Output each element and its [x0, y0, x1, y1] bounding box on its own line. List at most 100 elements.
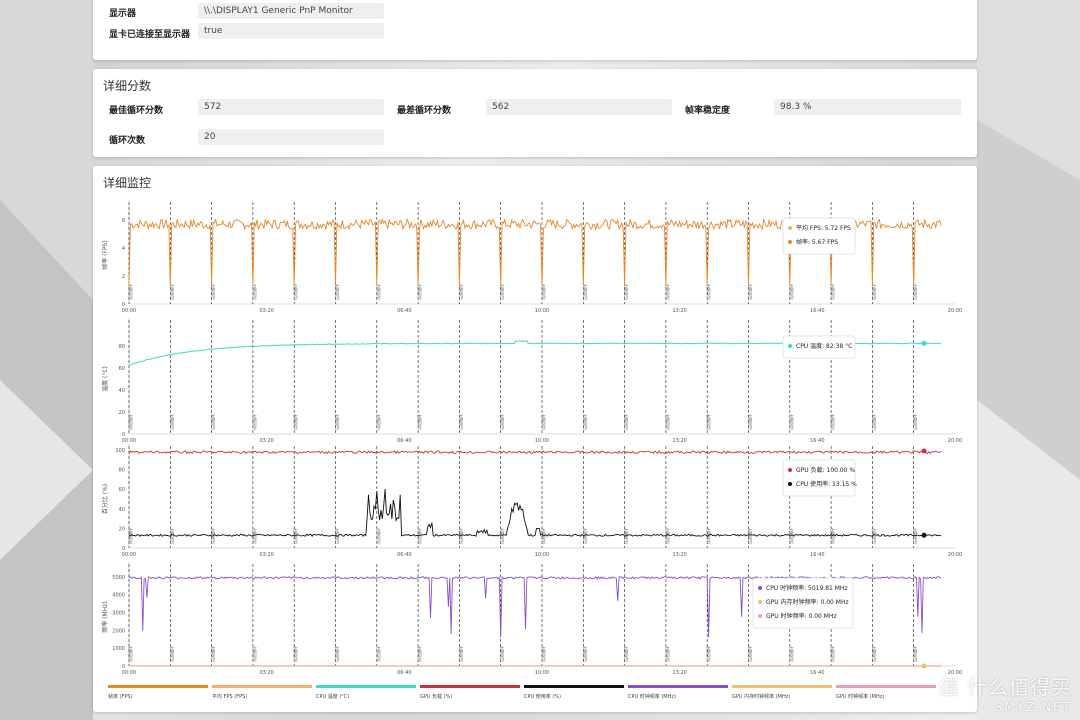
- chart-tooltip: 平均 FPS: 5.72 FPS 帧率: 5.67 FPS: [782, 217, 856, 255]
- x-tick-label: 10:00: [535, 552, 549, 558]
- tooltip-row: GPU 时钟频率: 0.00 MHz: [766, 612, 837, 620]
- display-label: 显示器: [109, 9, 137, 19]
- legend-label[interactable]: 帧率 (FPS): [108, 693, 133, 700]
- loop-marker-label: 试验循环: [292, 284, 298, 300]
- loop-marker-label: 试验循环: [251, 414, 257, 430]
- loop-marker-label: 试验循环: [747, 646, 753, 662]
- loop-marker-label: 试验循环: [375, 284, 381, 300]
- legend-swatch[interactable]: [108, 685, 208, 688]
- tooltip-swatch: [788, 226, 792, 230]
- tooltip-row: CPU 使用率: 13.15 %: [796, 480, 857, 488]
- loop-marker-label: 试验循环: [540, 284, 546, 300]
- loop-marker-label: 试验循环: [829, 646, 835, 662]
- loop-marker-label: 试验循环: [788, 414, 794, 430]
- loop-marker-label: 试验循环: [747, 284, 753, 300]
- legend-swatch[interactable]: [628, 685, 728, 688]
- loop-marker-label: 试验循环: [127, 284, 133, 300]
- loop-marker-label: 试验循环: [168, 284, 174, 300]
- x-tick-label: 10:00: [535, 438, 549, 444]
- x-tick-label: 03:20: [259, 670, 273, 676]
- legend-swatch[interactable]: [316, 685, 416, 688]
- loop-marker-label: 试验循环: [416, 528, 422, 544]
- loop-marker-label: 试验循环: [664, 646, 670, 662]
- x-tick-label: 20:00: [948, 438, 962, 444]
- loop-marker-label: 试验循环: [251, 528, 257, 544]
- chart-panel-4: 0 1000 2000 3000 4000 5000 频率 (MHz) 00:00 03:20 0…: [101, 562, 962, 676]
- y-tick-label: 3000: [112, 611, 125, 617]
- loop-marker-label: 试验循环: [664, 528, 670, 544]
- x-tick-label: 06:40: [397, 308, 411, 314]
- x-tick-label: 03:20: [259, 438, 273, 444]
- legend-label[interactable]: 平均 FPS (FPS): [212, 693, 247, 700]
- chart-tooltip: GPU 负载: 100.00 % CPU 使用率: 13.15 %: [782, 459, 857, 497]
- loop-marker-label: 试验循环: [623, 284, 629, 300]
- y-tick-label: 60: [119, 366, 125, 372]
- legend-swatch[interactable]: [524, 685, 624, 688]
- loop-marker-label: 试验循环: [210, 284, 216, 300]
- loop-marker-label: 试验循环: [870, 414, 876, 430]
- hover-marker: [921, 448, 927, 454]
- legend-swatch[interactable]: [836, 685, 936, 688]
- tooltip-swatch: [758, 614, 762, 618]
- loop-marker-label: 试验循环: [375, 528, 381, 544]
- loop-marker-label: 试验循环: [210, 646, 216, 662]
- loop-marker-label: 试验循环: [540, 646, 546, 662]
- cpu-clock-series-line: [128, 575, 942, 638]
- tooltip-row: GPU 负载: 100.00 %: [796, 466, 855, 474]
- loop-marker-label: 试验循环: [870, 646, 876, 662]
- y-axis-label: 帧率 (FPS): [101, 240, 109, 269]
- legend-label[interactable]: CPU 使用率 (%): [524, 693, 561, 700]
- loop-marker-label: 试验循环: [334, 414, 340, 430]
- chart-tooltip: CPU 温度: 82.38 °C: [782, 335, 856, 359]
- x-tick-label: 06:40: [397, 438, 411, 444]
- tooltip-swatch: [788, 344, 792, 348]
- chart-panel-2: 0 20 40 60 80 温度 (°C) 00:00 03:20 06:40 10:00 13:2…: [101, 318, 962, 444]
- loop-marker-label: 试验循环: [499, 284, 505, 300]
- loop-marker-label: 试验循环: [540, 414, 546, 430]
- legend-label[interactable]: CPU 温度 (°C): [316, 693, 349, 700]
- x-tick-label: 00:00: [122, 308, 136, 314]
- loop-marker-label: 试验循环: [664, 284, 670, 300]
- legend-swatch[interactable]: [420, 685, 520, 688]
- x-tick-label: 13:20: [672, 670, 686, 676]
- legend-label[interactable]: GPU 时钟频率 (MHz): [836, 693, 884, 700]
- legend-swatch[interactable]: [732, 685, 832, 688]
- loop-marker-label: 试验循环: [912, 646, 918, 662]
- loop-marker-label: 试验循环: [581, 414, 587, 430]
- tooltip-row: CPU 温度: 82.38 °C: [796, 342, 852, 350]
- gpu-connected-value: true: [198, 23, 384, 39]
- y-tick-label: 20: [119, 526, 125, 532]
- x-tick-label: 03:20: [259, 308, 273, 314]
- y-tick-label: 2000: [112, 628, 125, 634]
- chart-legend: 帧率 (FPS) 平均 FPS (FPS) CPU 温度 (°C) GPU 负载 (%…: [108, 685, 936, 700]
- loop-marker-label: 试验循环: [416, 646, 422, 662]
- legend-label[interactable]: CPU 时钟频率 (MHz): [628, 693, 676, 700]
- loop-marker-label: 试验循环: [127, 646, 133, 662]
- x-tick-label: 00:00: [122, 670, 136, 676]
- legend-label[interactable]: GPU 负载 (%): [420, 693, 452, 700]
- tooltip-swatch: [788, 468, 792, 472]
- tooltip-row: CPU 时钟频率: 5019.81 MHz: [766, 584, 848, 592]
- watermark-main: 值 什么值得买: [938, 675, 1072, 699]
- x-tick-label: 16:40: [810, 308, 824, 314]
- y-axis-label: 频率 (MHz): [101, 601, 109, 632]
- loop-marker-label: 试验循环: [210, 414, 216, 430]
- tooltip-swatch: [788, 240, 792, 244]
- y-tick-label: 5000: [112, 575, 125, 581]
- legend-swatch[interactable]: [212, 685, 312, 688]
- y-tick-label: 4000: [112, 593, 125, 599]
- y-tick-label: 0: [122, 302, 125, 308]
- x-tick-label: 20:00: [948, 670, 962, 676]
- legend-label[interactable]: GPU 内存时钟频率 (MHz): [732, 693, 790, 700]
- cpu-util-series-line: [128, 488, 942, 537]
- gpu-connected-label: 显卡已连接至显示器: [109, 30, 191, 40]
- loop-marker-label: 试验循环: [334, 646, 340, 662]
- y-tick-label: 80: [119, 344, 125, 350]
- loop-marker-label: 试验循环: [168, 528, 174, 544]
- y-axis-label: 温度 (°C): [101, 366, 109, 392]
- loop-marker-label: 试验循环: [251, 284, 257, 300]
- y-tick-label: 100: [115, 448, 125, 454]
- loop-marker-label: 试验循环: [788, 646, 794, 662]
- tooltip-row: 帧率: 5.67 FPS: [796, 238, 838, 246]
- y-tick-label: 40: [119, 507, 125, 513]
